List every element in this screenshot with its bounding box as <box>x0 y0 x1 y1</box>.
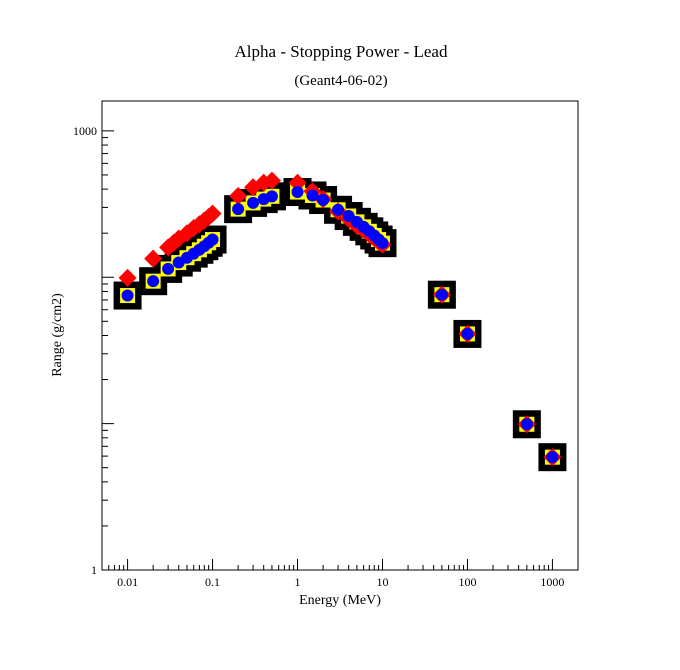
y-tick-label: 1 <box>91 563 97 577</box>
series-square-markers <box>113 178 567 472</box>
diamond-marker <box>144 249 163 268</box>
x-tick-label: 0.1 <box>205 575 220 589</box>
chart-subtitle: (Geant4-06-02) <box>294 73 387 89</box>
circle-marker <box>520 418 533 431</box>
y-axis-label: Range (g/cm2) <box>50 293 65 377</box>
circle-marker <box>206 233 219 246</box>
circle-marker <box>162 262 175 275</box>
circle-marker <box>461 327 474 340</box>
x-tick-label: 1 <box>295 575 301 589</box>
diamond-marker <box>262 171 281 190</box>
x-tick-label: 100 <box>458 575 476 589</box>
circle-marker <box>265 190 278 203</box>
circle-marker <box>546 451 559 464</box>
plot-frame <box>101 100 579 571</box>
circle-marker <box>147 275 160 288</box>
chart-title: Alpha - Stopping Power - Lead <box>235 42 448 61</box>
circle-marker <box>291 186 304 199</box>
circle-marker <box>332 203 345 216</box>
y-tick-label: 1000 <box>73 124 97 138</box>
x-axis-ticks <box>101 559 579 570</box>
circle-marker <box>232 203 245 216</box>
series-circle-markers <box>121 186 559 464</box>
diamond-marker <box>203 204 222 223</box>
x-tick-label: 10 <box>376 575 388 589</box>
circle-marker <box>317 194 330 207</box>
diamond-marker <box>118 268 137 287</box>
x-axis-label: Energy (MeV) <box>299 593 381 608</box>
y-axis-tick-labels: 1 1000 <box>73 124 97 577</box>
x-tick-label: 1000 <box>540 575 564 589</box>
diamond-marker <box>288 173 307 192</box>
circle-marker <box>121 289 134 302</box>
circle-marker <box>376 237 389 250</box>
circle-marker <box>435 288 448 301</box>
series-diamond-markers <box>118 171 562 467</box>
circle-marker <box>306 189 319 202</box>
x-tick-label: 0.01 <box>117 575 138 589</box>
x-axis-tick-labels: 0.01 0.1 1 10 100 1000 <box>117 575 564 589</box>
y-axis-ticks <box>102 130 114 571</box>
circle-marker <box>247 196 260 209</box>
diamond-marker <box>229 187 248 206</box>
